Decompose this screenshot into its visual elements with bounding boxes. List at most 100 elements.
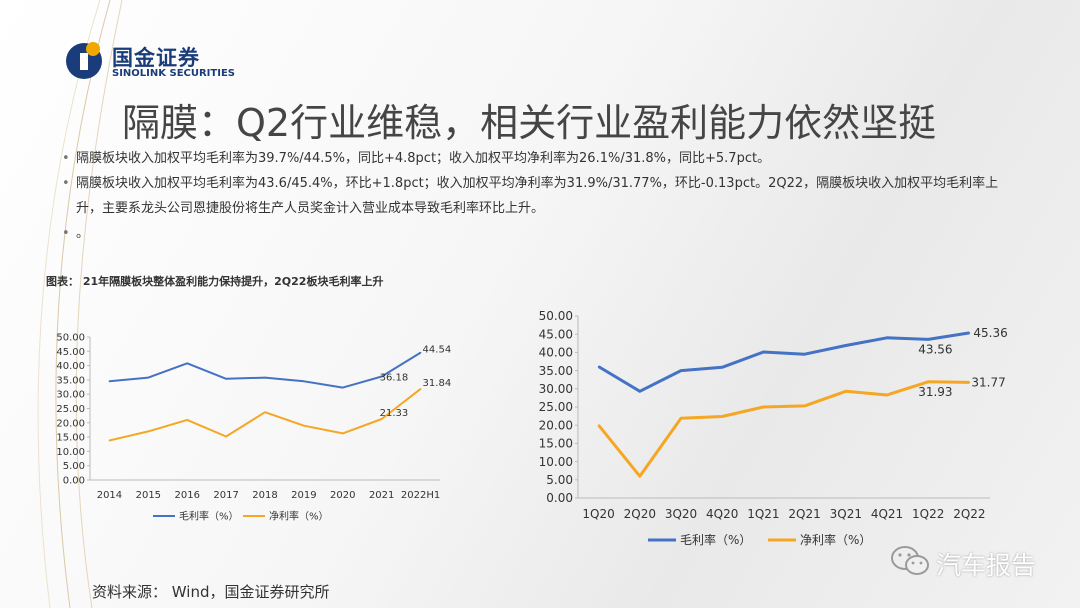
right-chart-data-point — [680, 369, 682, 372]
right-chart-x-tick-label: 3Q20 — [665, 507, 697, 521]
right-chart-data-point — [968, 332, 971, 334]
right-chart-x-tick-label: 2Q20 — [624, 507, 656, 521]
bullet-item-2: 隔膜板块收入加权平均毛利率为43.6/45.4%，环比+1.8pct；收入加权平… — [62, 171, 1002, 221]
right-chart-y-tick-label: 0.00 — [546, 491, 573, 505]
right-chart-data-point — [803, 405, 806, 407]
left-chart-legend-label: 毛利率（%） — [179, 510, 239, 523]
left-chart-data-label: 21.33 — [380, 408, 409, 419]
right-chart-y-tick-label: 10.00 — [539, 455, 573, 469]
left-chart-data-point — [264, 411, 266, 414]
left-chart-y-tick-label: 5.00 — [63, 461, 85, 472]
right-chart-data-point — [639, 390, 641, 393]
page-title: 隔膜：Q2行业维稳，相关行业盈利能力依然坚挺 — [122, 101, 937, 145]
right-chart-y-tick-label: 45.00 — [539, 327, 573, 341]
right-chart-x-tick-label: 3Q21 — [830, 507, 862, 521]
sinolink-logo-icon — [66, 42, 102, 79]
left-chart-y-tick-label: 15.00 — [56, 433, 85, 444]
wechat-icon — [891, 546, 929, 575]
right-chart-data-point — [597, 424, 600, 427]
left-chart-data-point — [264, 376, 266, 379]
right-chart-x-tick-label: 4Q21 — [871, 507, 903, 521]
right-chart-x-tick-label: 1Q20 — [582, 507, 614, 521]
right-chart-x-tick-label: 1Q21 — [747, 507, 779, 521]
right-chart-y-tick-label: 40.00 — [539, 346, 573, 360]
chart-caption: 图表： 21年隔膜板块整体盈利能力保持提升，2Q22板块毛利率上升 — [46, 275, 384, 288]
right-chart-data-point — [762, 406, 765, 408]
left-chart-data-point — [419, 351, 422, 354]
bullet-item-1: 隔膜板块收入加权平均毛利率为39.7%/44.5%，同比+4.8pct；收入加权… — [62, 146, 1002, 171]
left-chart-x-tick-label: 2022H1 — [401, 490, 440, 501]
left-chart-data-point — [341, 432, 344, 435]
right-chart-y-tick-label: 35.00 — [539, 364, 573, 378]
bullet-list: 隔膜板块收入加权平均毛利率为39.7%/44.5%，同比+4.8pct；收入加权… — [62, 146, 1002, 246]
left-chart-data-point — [419, 388, 422, 390]
source-note: 资料来源： Wind，国金证券研究所 — [92, 583, 330, 601]
right-chart-data-label: 45.36 — [973, 326, 1007, 340]
left-chart-legend-label: 净利率（%） — [269, 510, 329, 523]
left-chart-y-tick-label: 35.00 — [56, 375, 85, 386]
right-chart-data-point — [845, 344, 847, 347]
bullet-item-3: 。 — [62, 221, 1002, 246]
left-chart-data-point — [225, 377, 227, 380]
left-chart-y-tick-label: 20.00 — [56, 418, 85, 429]
right-chart-y-tick-label: 50.00 — [539, 309, 573, 323]
sinolink-logo: 国金证券 SINOLINK SECURITIES — [64, 38, 274, 86]
logo-text-en: SINOLINK SECURITIES — [112, 68, 235, 79]
right-chart-data-point — [721, 366, 723, 369]
right-chart-data-point — [927, 380, 929, 383]
logo-text-cn: 国金证券 — [112, 46, 200, 70]
left-chart-x-tick-label: 2020 — [330, 490, 355, 501]
right-chart-x-tick-label: 1Q22 — [912, 507, 944, 521]
right-chart-x-tick-label: 4Q20 — [706, 507, 738, 521]
left-chart-y-tick-label: 50.00 — [56, 333, 85, 344]
left-chart-y-tick-label: 40.00 — [56, 361, 85, 372]
right-chart-data-point — [680, 417, 682, 420]
right-chart-data-point — [886, 337, 888, 339]
right-chart-y-tick-label: 30.00 — [539, 382, 573, 396]
left-chart-data-point — [186, 419, 189, 421]
right-chart-y-tick-label: 15.00 — [539, 437, 573, 451]
left-chart-data-point — [108, 380, 111, 383]
left-chart-data-point — [147, 376, 150, 379]
right-chart-data-point — [597, 365, 600, 368]
left-chart-data-point — [186, 362, 189, 365]
left-chart-data-label: 44.54 — [423, 345, 452, 356]
right-chart-y-tick-label: 20.00 — [539, 418, 573, 432]
right-chart-data-point — [927, 338, 929, 341]
left-chart-data-point — [303, 380, 305, 383]
right-chart-data-label: 31.77 — [971, 375, 1005, 389]
left-chart-data-point — [303, 424, 305, 427]
right-chart-y-tick-label: 5.00 — [546, 473, 573, 487]
left-chart-x-tick-label: 2017 — [213, 490, 238, 501]
right-chart-series-line-gross — [597, 331, 970, 393]
left-chart-data-point — [341, 386, 344, 389]
left-chart-y-tick-label: 30.00 — [56, 390, 85, 401]
right-chart-data-point — [639, 475, 641, 477]
right-chart-data-label: 43.56 — [918, 342, 952, 356]
left-chart-data-point — [380, 418, 383, 420]
left-chart-x-tick-label: 2021 — [369, 490, 394, 501]
right-chart-data-point — [803, 353, 806, 356]
right-chart-data-point — [845, 390, 847, 393]
left-chart-y-tick-label: 0.00 — [63, 476, 85, 487]
right-chart-data-point — [886, 394, 888, 396]
left-chart-data-label: 36.18 — [380, 373, 409, 384]
left-chart-data-point — [108, 439, 111, 442]
left-chart-data-point — [225, 435, 227, 438]
right-chart-y-tick-label: 25.00 — [539, 400, 573, 414]
left-chart-y-tick-label: 25.00 — [56, 404, 85, 415]
left-chart-y-tick-label: 45.00 — [56, 347, 85, 358]
right-chart-data-point — [762, 351, 765, 353]
left-chart-data-label: 31.84 — [423, 378, 452, 389]
wechat-watermark: 汽车报告 — [880, 544, 1060, 580]
left-chart-data-point — [147, 430, 150, 433]
left-chart-x-tick-label: 2014 — [97, 490, 122, 501]
left-chart-x-tick-label: 2016 — [174, 490, 199, 501]
right-chart-series-line-net — [597, 380, 970, 478]
left-chart-data-point — [380, 375, 383, 378]
watermark-text: 汽车报告 — [936, 551, 1037, 580]
right-chart-legend-label: 毛利率（%） — [680, 532, 751, 547]
left-chart-x-tick-label: 2019 — [291, 490, 316, 501]
